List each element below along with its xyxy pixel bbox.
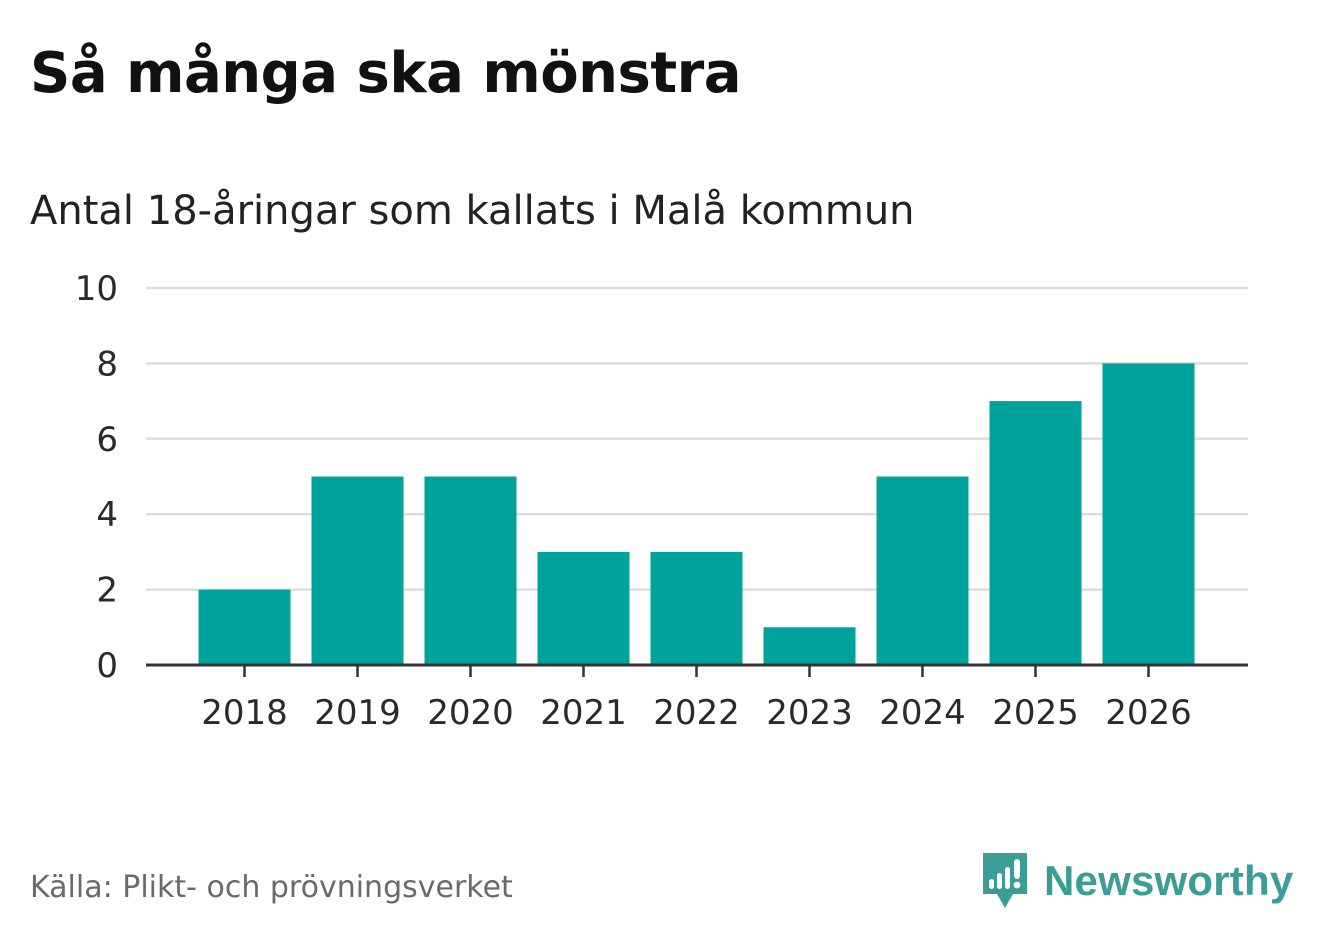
bar-2023 <box>763 627 856 665</box>
bar-2026 <box>1102 363 1195 665</box>
bar-2021 <box>537 551 630 665</box>
x-tick-label: 2025 <box>992 693 1079 733</box>
x-tick-label: 2019 <box>314 693 401 733</box>
tick-labels: 0 2 4 6 8 10 2018 2019 2020 2021 2022 2023 2024 2025 2… <box>75 269 1192 733</box>
bar-2020 <box>424 476 517 665</box>
y-tick-label: 4 <box>96 495 118 535</box>
x-tick-label: 2024 <box>879 693 966 733</box>
bar-2018 <box>198 589 291 665</box>
source-note: Källa: Plikt- och prövningsverket <box>30 870 513 905</box>
brand-name: Newsworthy <box>1044 857 1294 904</box>
chart-subtitle: Antal 18-åringar som kallats i Malå komm… <box>30 188 915 234</box>
gridlines <box>146 286 1248 591</box>
bar-2024 <box>876 476 969 665</box>
newsworthy-logo-icon <box>983 853 1027 908</box>
y-tick-label: 0 <box>96 646 118 686</box>
y-tick-label: 2 <box>96 571 118 611</box>
x-tick-label: 2022 <box>653 693 740 733</box>
y-tick-label: 8 <box>96 344 118 384</box>
newsworthy-brand: Newsworthy <box>980 850 1293 912</box>
x-tick-label: 2026 <box>1105 693 1192 733</box>
chart-title: Så många ska mönstra <box>30 41 742 106</box>
bar-2019 <box>311 476 404 665</box>
x-tick-label: 2018 <box>201 693 288 733</box>
y-tick-label: 10 <box>75 269 118 309</box>
axes <box>146 663 1248 677</box>
x-tick-label: 2020 <box>427 693 514 733</box>
x-tick-label: 2021 <box>540 693 627 733</box>
bar-2025 <box>989 401 1082 665</box>
x-tick-label: 2023 <box>766 693 853 733</box>
y-tick-label: 6 <box>96 420 118 460</box>
bar-2022 <box>650 551 743 665</box>
bars <box>198 363 1195 665</box>
